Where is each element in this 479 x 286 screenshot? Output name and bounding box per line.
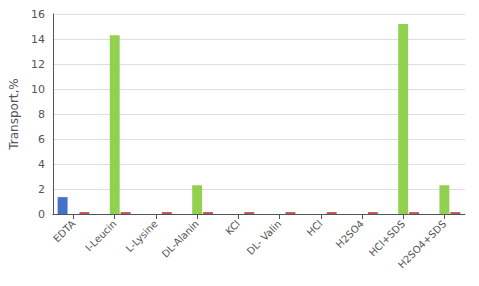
svg-text:6: 6	[38, 133, 45, 146]
svg-text:DL- Valin: DL- Valin	[245, 218, 284, 257]
svg-text:DL-Alanin: DL-Alanin	[160, 218, 201, 259]
svg-text:HCl+SDS: HCl+SDS	[367, 218, 407, 258]
svg-text:8: 8	[38, 108, 45, 121]
svg-text:4: 4	[38, 158, 45, 171]
svg-text:Transport,%: Transport,%	[7, 78, 21, 151]
svg-text:H2SO4+SDS: H2SO4+SDS	[396, 218, 448, 270]
svg-text:12: 12	[31, 58, 45, 71]
svg-text:2: 2	[38, 183, 45, 196]
svg-text:14: 14	[31, 33, 45, 46]
svg-text:16: 16	[31, 8, 45, 21]
svg-text:10: 10	[31, 83, 45, 96]
svg-text:H2SO4: H2SO4	[334, 218, 366, 250]
svg-text:EDTA: EDTA	[51, 218, 77, 244]
svg-text:I-Leucin: I-Leucin	[83, 218, 118, 253]
svg-text:L-Lysine: L-Lysine	[124, 218, 160, 254]
svg-text:HCl: HCl	[305, 218, 325, 238]
svg-text:KCl: KCl	[223, 218, 242, 237]
svg-text:0: 0	[38, 208, 45, 221]
